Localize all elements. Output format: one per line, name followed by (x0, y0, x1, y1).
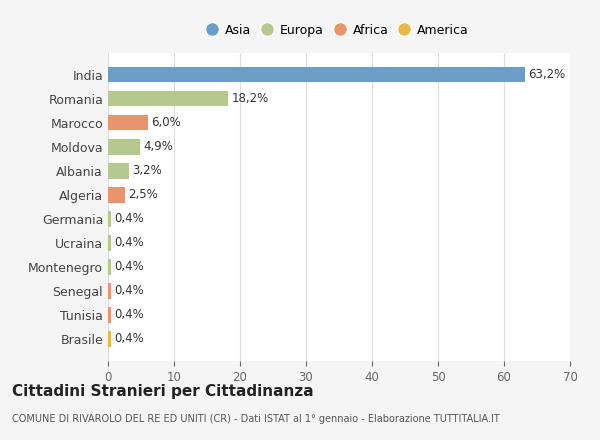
Bar (108, 187, 125, 202)
Bar (108, 139, 140, 154)
Bar (108, 331, 110, 347)
Bar (108, 283, 110, 299)
Legend: Asia, Europa, Africa, America: Asia, Europa, Africa, America (204, 19, 474, 42)
Bar (108, 235, 110, 251)
Text: 4,9%: 4,9% (143, 140, 173, 153)
Bar (108, 259, 110, 275)
Text: 2,5%: 2,5% (128, 188, 158, 201)
Text: 6,0%: 6,0% (151, 116, 181, 129)
Text: Cittadini Stranieri per Cittadinanza: Cittadini Stranieri per Cittadinanza (12, 384, 314, 399)
Text: 0,4%: 0,4% (114, 333, 143, 345)
Text: 3,2%: 3,2% (133, 164, 162, 177)
Bar (108, 67, 525, 82)
Bar (108, 307, 110, 323)
Text: 0,4%: 0,4% (114, 260, 143, 273)
Text: 63,2%: 63,2% (529, 68, 566, 81)
Text: 0,4%: 0,4% (114, 308, 143, 322)
Text: 0,4%: 0,4% (114, 236, 143, 249)
Text: 18,2%: 18,2% (232, 92, 269, 105)
Bar (108, 163, 129, 179)
Text: 0,4%: 0,4% (114, 213, 143, 225)
Bar (108, 211, 110, 227)
Bar (108, 91, 228, 106)
Text: 0,4%: 0,4% (114, 284, 143, 297)
Text: COMUNE DI RIVAROLO DEL RE ED UNITI (CR) - Dati ISTAT al 1° gennaio - Elaborazion: COMUNE DI RIVAROLO DEL RE ED UNITI (CR) … (12, 414, 500, 425)
Bar (108, 115, 148, 131)
